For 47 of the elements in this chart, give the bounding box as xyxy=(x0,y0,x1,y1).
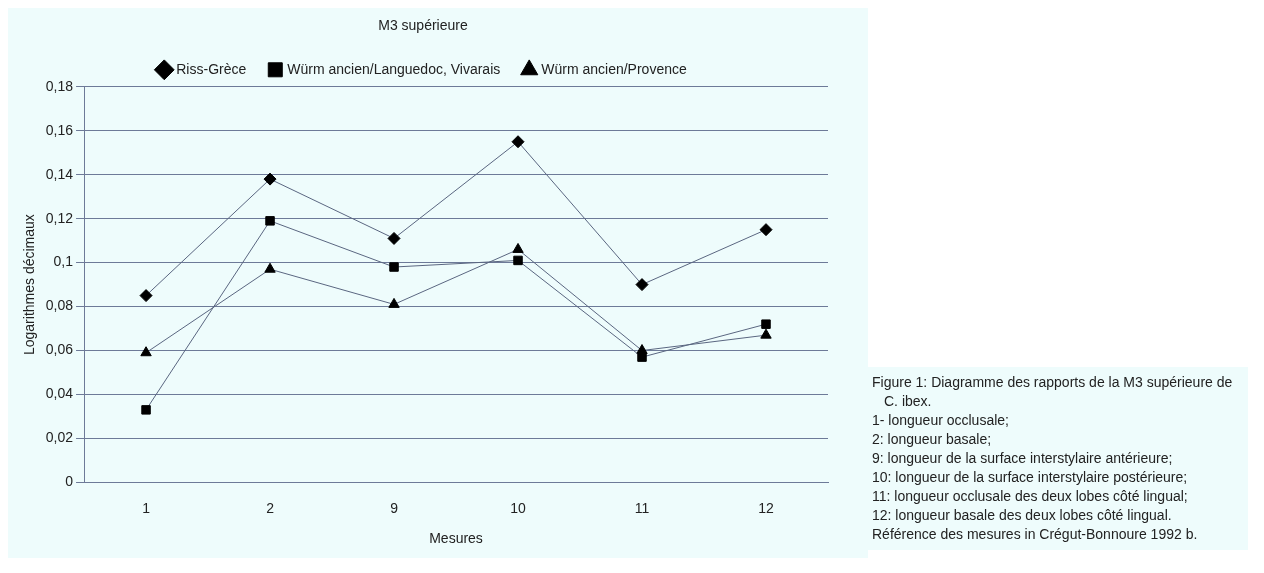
text: 10: longueur de la surface interstylaire postérieure; xyxy=(872,468,1189,487)
text: 12: longueur basale des deux lobes côté lingual. xyxy=(872,506,1173,525)
text: 9: longueur de la surface interstylaire antérieure; xyxy=(872,449,1174,468)
y-axis-title: Logarithmes décimaux xyxy=(21,214,38,356)
point xyxy=(637,352,647,362)
y-tick-label: 0 xyxy=(65,473,74,490)
point xyxy=(265,216,275,226)
point xyxy=(760,328,772,339)
y-tick-label: 0,04 xyxy=(45,385,74,402)
text: 11: longueur occlusale des deux lobes côté lingual; xyxy=(872,487,1189,506)
x-tick-label: 1 xyxy=(142,499,151,516)
point xyxy=(511,135,525,149)
legend-label: Riss-Grèce xyxy=(176,60,247,77)
point xyxy=(139,289,153,303)
text: 1- longueur occlusale; xyxy=(872,411,1010,430)
y-tick-label: 0,08 xyxy=(45,297,74,314)
point xyxy=(761,319,771,329)
point xyxy=(388,297,400,308)
point xyxy=(387,231,401,245)
point xyxy=(264,262,276,273)
y-tick-label: 0,06 xyxy=(45,341,74,358)
point xyxy=(635,278,649,292)
y-tick-label: 0,12 xyxy=(45,209,74,226)
x-tick-label: 2 xyxy=(266,499,275,516)
legend-label: Würm ancien/Languedoc, Vivarais xyxy=(287,60,501,77)
text: Référence des mesures in Crégut-Bonnoure 1992 b. xyxy=(872,525,1199,544)
point xyxy=(263,172,277,186)
text: 2: longueur basale; xyxy=(872,430,993,449)
x-tick-label: 9 xyxy=(390,499,399,516)
point xyxy=(513,255,523,266)
y-tick-label: 0,1 xyxy=(53,253,74,270)
y-tick-label: 0,14 xyxy=(45,165,74,182)
caption: Figure 1: Diagramme des rapports de la M3 supérieure de C. ibex. xyxy=(872,373,1234,411)
y-tick-label: 0,18 xyxy=(45,77,74,94)
point xyxy=(759,223,773,237)
chart-title: M3 supérieure xyxy=(378,17,468,34)
point xyxy=(140,346,152,357)
point xyxy=(141,405,151,415)
y-tick-label: 0,02 xyxy=(45,429,74,446)
x-tick-label: 10 xyxy=(510,499,527,516)
y-tick-label: 0,16 xyxy=(45,121,74,138)
x-axis-title: Mesures xyxy=(429,530,483,547)
point xyxy=(389,262,399,272)
x-tick-label: 11 xyxy=(634,499,650,516)
x-tick-label: 12 xyxy=(758,499,774,516)
point xyxy=(512,242,524,253)
legend-label: Würm ancien/Provence xyxy=(541,60,687,77)
